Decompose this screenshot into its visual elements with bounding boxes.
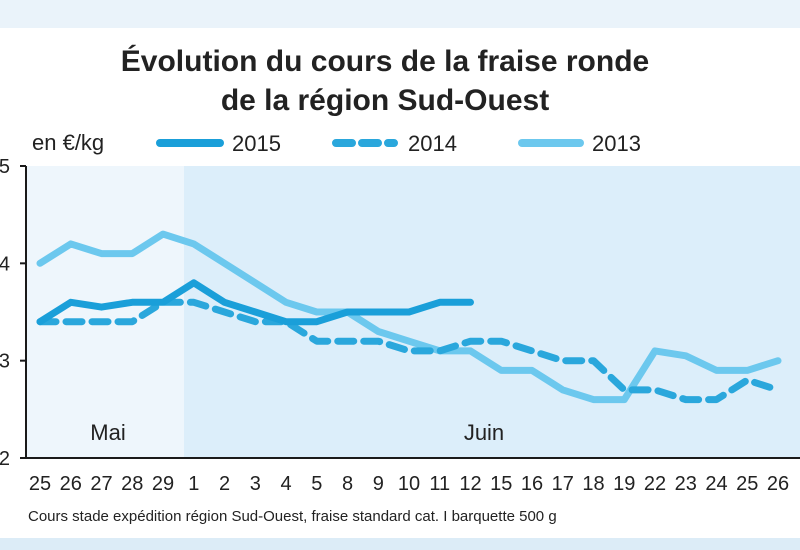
y-tick-label: 5 — [0, 156, 10, 178]
x-tick-label: 16 — [521, 473, 543, 495]
chart-title-line-2: de la région Sud-Ouest — [221, 84, 549, 117]
x-tick-label: 3 — [250, 473, 261, 495]
y-tick-label: 2 — [0, 448, 10, 470]
source-note: Cours stade expédition région Sud-Ouest,… — [28, 508, 557, 525]
x-tick-label: 8 — [342, 473, 353, 495]
y-unit-label: en €/kg — [32, 130, 104, 155]
x-tick-label: 1 — [188, 473, 199, 495]
series-line-2015 — [36, 279, 474, 326]
x-tick-labels: 25 26 27 28 29 1 2 3 4 5 8 9 10 11 12 15 16 17 18 19 22 23 24 2… — [29, 473, 789, 495]
x-tick-label: 19 — [613, 473, 635, 495]
series-line-2013 — [36, 230, 782, 404]
x-tick-label: 11 — [429, 473, 450, 495]
legend: 2015 2014 2013 — [156, 131, 641, 156]
x-tick-label: 28 — [121, 473, 143, 495]
y-ticks: 2 3 4 5 — [0, 156, 26, 470]
x-tick-label: 25 — [736, 473, 758, 495]
x-tick-label: 23 — [675, 473, 697, 495]
bottom-band — [0, 538, 800, 550]
x-tick-label: 4 — [280, 473, 291, 495]
x-tick-label: 22 — [644, 473, 666, 495]
x-tick-label: 9 — [373, 473, 384, 495]
legend-label-2015: 2015 — [232, 131, 281, 156]
series-layer — [36, 230, 782, 404]
legend-label-2013: 2013 — [592, 131, 641, 156]
x-tick-label: 29 — [152, 473, 174, 495]
x-tick-label: 26 — [60, 473, 82, 495]
top-band — [0, 0, 800, 28]
legend-label-2014: 2014 — [408, 131, 457, 156]
x-tick-label: 25 — [29, 473, 51, 495]
x-tick-label: 10 — [398, 473, 420, 495]
month-label-juin: Juin — [464, 420, 504, 445]
x-tick-label: 5 — [311, 473, 322, 495]
x-tick-label: 18 — [582, 473, 604, 495]
x-tick-label: 27 — [90, 473, 112, 495]
juin-background — [184, 166, 800, 458]
chart-title-line-1: Évolution du cours de la fraise ronde — [121, 44, 649, 78]
x-tick-label: 2 — [219, 473, 230, 495]
y-tick-label: 4 — [0, 253, 10, 275]
y-tick-label: 3 — [0, 351, 10, 373]
x-tick-label: 17 — [552, 473, 574, 495]
month-label-mai: Mai — [90, 420, 125, 445]
x-tick-label: 26 — [767, 473, 789, 495]
x-tick-label: 24 — [705, 473, 727, 495]
x-tick-label: 12 — [459, 473, 481, 495]
x-tick-label: 15 — [490, 473, 512, 495]
